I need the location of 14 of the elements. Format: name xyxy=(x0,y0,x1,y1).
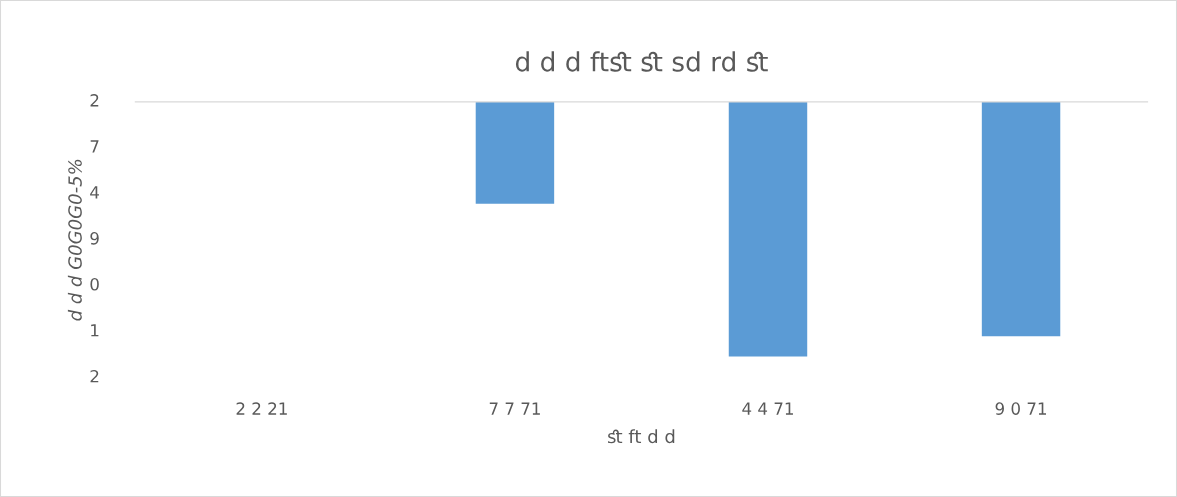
y-axis-title: d d d G0G0G0-5% xyxy=(67,159,82,321)
x-tick-label: 2 2 21 xyxy=(236,402,287,415)
x-axis-title: ﬆ ft d d xyxy=(608,429,675,444)
x-tick-label: 9 0 71 xyxy=(995,402,1047,415)
text: 2 xyxy=(90,94,99,107)
text: 2 xyxy=(90,369,99,383)
x-tick-label: 4 4 71 xyxy=(742,402,793,415)
text: 0 xyxy=(90,278,99,291)
chart-title: d d d ftﬆ ﬆ sd rd ﬆ xyxy=(515,51,768,72)
text: 7 xyxy=(90,140,99,153)
text: 1 xyxy=(91,324,99,337)
text: 9 xyxy=(90,232,99,245)
text: 4 xyxy=(90,186,99,199)
x-tick-label: 7 7 71 xyxy=(489,402,540,415)
